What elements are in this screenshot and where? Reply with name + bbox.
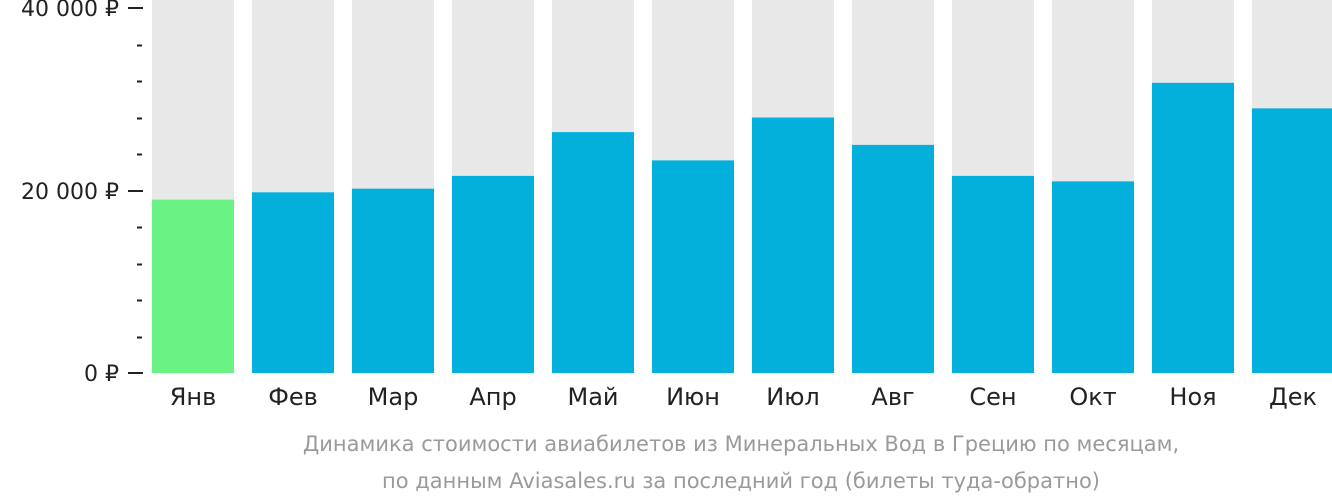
x-tick-label: Июл: [766, 383, 820, 411]
chart-caption-line1: Динамика стоимости авиабилетов из Минера…: [303, 432, 1179, 456]
bar-7[interactable]: [752, 117, 834, 374]
bar-12[interactable]: [1252, 108, 1332, 373]
x-tick-label: Май: [567, 383, 618, 411]
bar-4[interactable]: [452, 175, 534, 373]
bar-10[interactable]: [1052, 181, 1134, 373]
bar-6[interactable]: [652, 160, 734, 373]
bar-9[interactable]: [952, 175, 1034, 373]
x-tick-label: Сен: [969, 383, 1016, 411]
y-tick-label: 20 000 ₽: [21, 180, 119, 205]
x-tick-label: Дек: [1269, 383, 1317, 411]
x-tick-label: Апр: [469, 383, 516, 411]
bar-5[interactable]: [552, 132, 634, 373]
y-tick-label: 0 ₽: [84, 362, 119, 387]
chart-caption-line2: по данным Aviasales.ru за последний год …: [382, 469, 1100, 493]
x-tick-label: Фев: [268, 383, 318, 411]
x-tick-label: Авг: [871, 383, 914, 411]
x-tick-label: Окт: [1069, 383, 1116, 411]
bar-11[interactable]: [1152, 82, 1234, 373]
x-tick-label: Ноя: [1169, 383, 1216, 411]
y-axis: 0 ₽ 20 000 ₽ 40 000 ₽: [21, 0, 143, 387]
bar-1[interactable]: [152, 199, 234, 373]
x-tick-label: Июн: [666, 383, 720, 411]
bar-8[interactable]: [852, 144, 934, 373]
bars: [152, 82, 1332, 374]
bar-2[interactable]: [252, 192, 334, 373]
x-tick-label: Мар: [368, 383, 419, 411]
bar-3[interactable]: [352, 188, 434, 373]
x-axis: Янв Фев Мар Апр Май Июн Июл Авг Сен Окт Ноя Дек: [170, 383, 1317, 411]
x-tick-label: Янв: [170, 383, 217, 411]
y-tick-label: 40 000 ₽: [21, 0, 119, 22]
